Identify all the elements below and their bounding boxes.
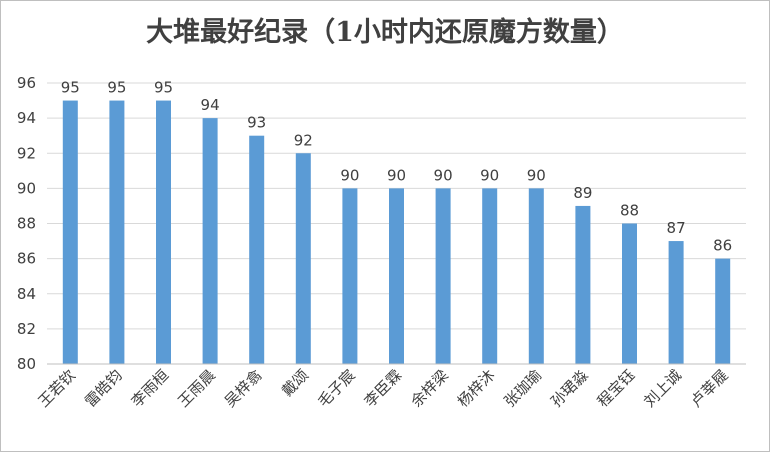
y-tick-label: 86 xyxy=(17,250,36,268)
category-label: 王若钦 xyxy=(35,366,80,411)
data-label: 95 xyxy=(107,79,126,97)
y-tick-label: 94 xyxy=(17,109,36,127)
data-label: 95 xyxy=(61,79,80,97)
bar xyxy=(575,205,591,364)
bar xyxy=(389,188,404,364)
category-label: 雷皓钧 xyxy=(81,366,126,411)
bar xyxy=(295,153,311,364)
category-label: 王雨晨 xyxy=(174,366,219,411)
data-label: 90 xyxy=(434,166,453,184)
bars xyxy=(62,100,731,364)
data-label: 90 xyxy=(340,166,359,184)
bar xyxy=(62,100,78,364)
data-label: 95 xyxy=(154,79,173,97)
y-tick-label: 96 xyxy=(17,74,36,92)
y-tick-label: 88 xyxy=(17,215,36,233)
data-label: 89 xyxy=(573,184,592,202)
data-label: 86 xyxy=(713,237,732,255)
data-label: 87 xyxy=(667,219,686,237)
bar xyxy=(622,223,637,364)
category-label: 李臣霖 xyxy=(361,366,406,411)
data-label: 88 xyxy=(620,202,639,220)
category-label: 吴梓翕 xyxy=(221,366,266,411)
bar xyxy=(715,258,731,364)
bar xyxy=(482,188,498,364)
y-tick-label: 92 xyxy=(17,144,36,162)
data-label: 92 xyxy=(294,131,313,149)
data-label: 90 xyxy=(387,166,406,184)
category-label: 孙珺淼 xyxy=(547,366,592,411)
data-label: 93 xyxy=(247,114,266,132)
y-tick-label: 84 xyxy=(17,285,36,303)
data-label: 90 xyxy=(480,166,499,184)
bar xyxy=(109,100,125,364)
category-label: 杨梓沐 xyxy=(454,366,499,411)
y-axis-ticks: 80 82 84 86 88 90 92 94 96 xyxy=(17,74,36,373)
bar xyxy=(202,118,218,364)
category-label: 李雨桓 xyxy=(128,366,173,411)
data-labels: 95 95 95 94 93 92 90 90 90 90 90 89 88 87 86 xyxy=(61,79,732,255)
y-tick-label: 90 xyxy=(17,179,36,197)
category-label: 刘上诚 xyxy=(640,366,685,411)
data-label: 94 xyxy=(201,96,220,114)
bar xyxy=(249,135,265,364)
category-labels: 王若钦 雷皓钧 李雨桓 王雨晨 吴梓翕 戴颂 毛子宸 李臣霖 余梓梁 杨梓沐 张珈瑜 孙珺淼 程宝钰 刘上… xyxy=(35,366,732,411)
data-label: 90 xyxy=(527,166,546,184)
category-label: 毛子宸 xyxy=(314,366,359,411)
bar xyxy=(528,188,544,364)
category-label: 余梓梁 xyxy=(407,366,452,411)
category-label: 戴颂 xyxy=(278,366,312,400)
bar xyxy=(342,188,358,364)
category-label: 卢莘屣 xyxy=(687,366,732,411)
chart-title: 大堆最好纪录（1小时内还原魔方数量） xyxy=(146,16,624,48)
bar xyxy=(156,100,171,364)
category-label: 程宝钰 xyxy=(594,366,639,411)
category-label: 张珈瑜 xyxy=(501,366,546,411)
y-tick-label: 80 xyxy=(17,355,36,373)
bar xyxy=(435,188,451,364)
y-tick-label: 82 xyxy=(17,320,36,338)
bar xyxy=(668,241,684,364)
